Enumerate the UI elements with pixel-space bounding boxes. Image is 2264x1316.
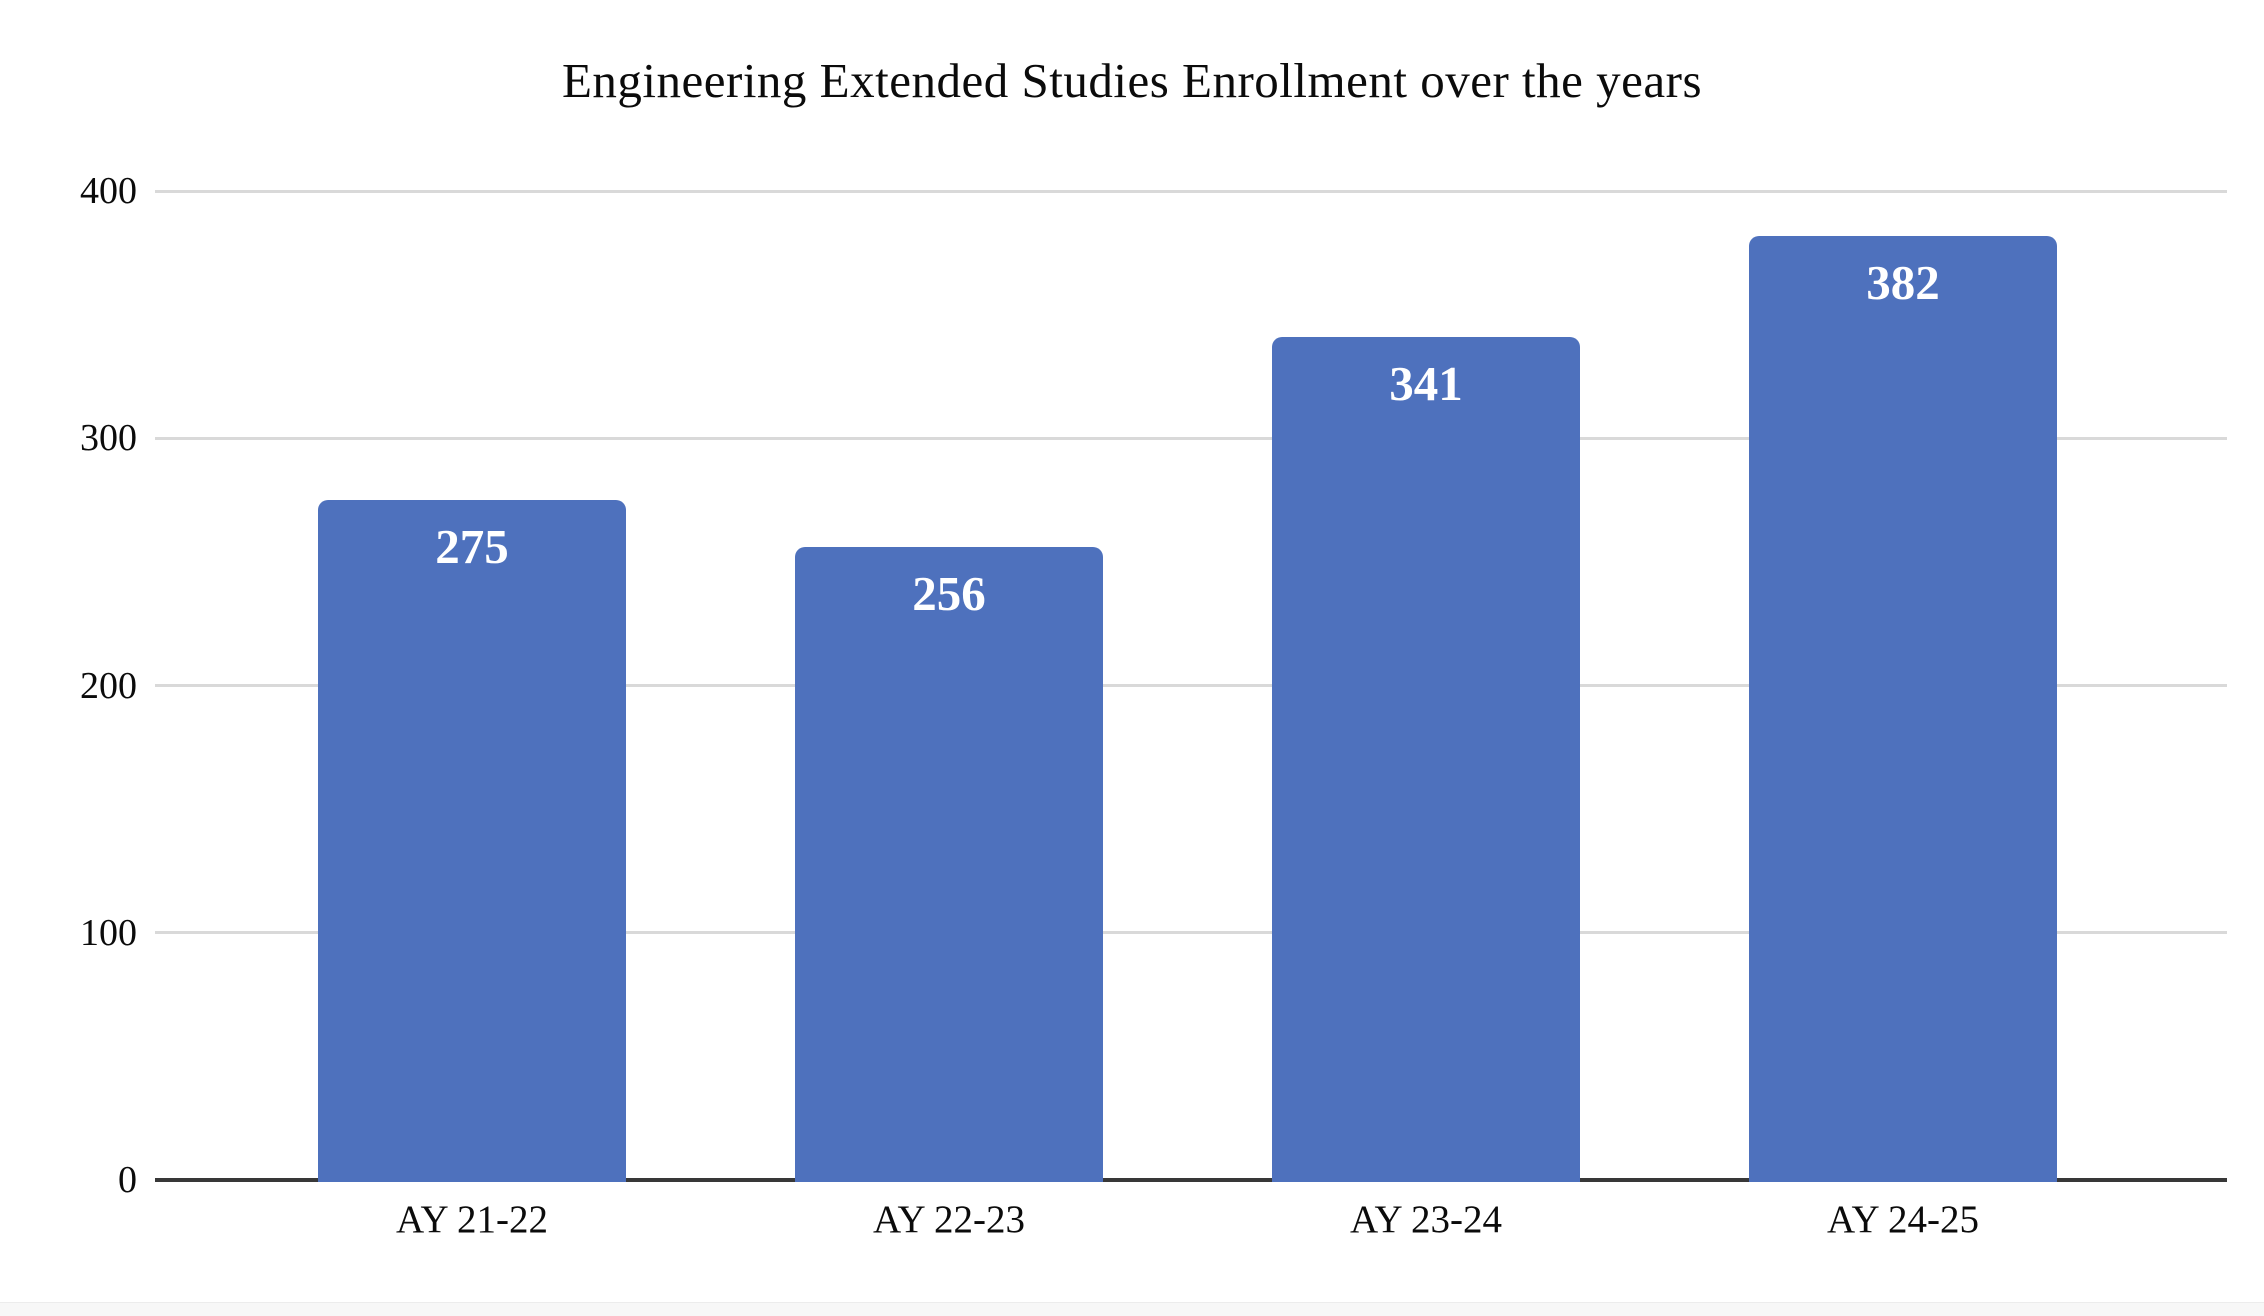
bar-ay-22-23: 256 [795,547,1103,1182]
gridline-y100 [155,931,2227,935]
gridline-y400 [155,189,2227,193]
x-axis-category-label-ay-24-25: AY 24-25 [1826,1198,1980,1241]
gridline-y300 [155,436,2227,440]
x-axis-category-label-ay-22-23: AY 22-23 [872,1198,1026,1241]
y-axis-tick-label-200: 200 [80,664,137,707]
x-axis-category-label-ay-21-22: AY 21-22 [395,1198,549,1241]
y-axis-tick-label-300: 300 [80,417,137,460]
bar-value-label-ay-23-24: 341 [1389,355,1463,411]
bar-ay-24-25: 382 [1749,235,2057,1182]
bar-value-label-ay-22-23: 256 [912,566,986,622]
x-axis-category-label-ay-23-24: AY 23-24 [1349,1198,1503,1241]
y-axis-tick-label-100: 100 [80,911,137,954]
chart-title: Engineering Extended Studies Enrollment … [561,53,1703,108]
gridline-y200 [155,684,2227,687]
bar-ay-21-22: 275 [318,500,626,1182]
bottom-strip [0,1302,2264,1316]
bar-value-label-ay-24-25: 382 [1866,254,1940,310]
x-axis-line [155,1178,2227,1182]
y-axis-tick-label-0: 0 [118,1159,137,1201]
y-axis-tick-label-400: 400 [80,170,137,212]
bar-value-label-ay-21-22: 275 [435,519,509,575]
bar-ay-23-24: 341 [1272,336,1580,1182]
